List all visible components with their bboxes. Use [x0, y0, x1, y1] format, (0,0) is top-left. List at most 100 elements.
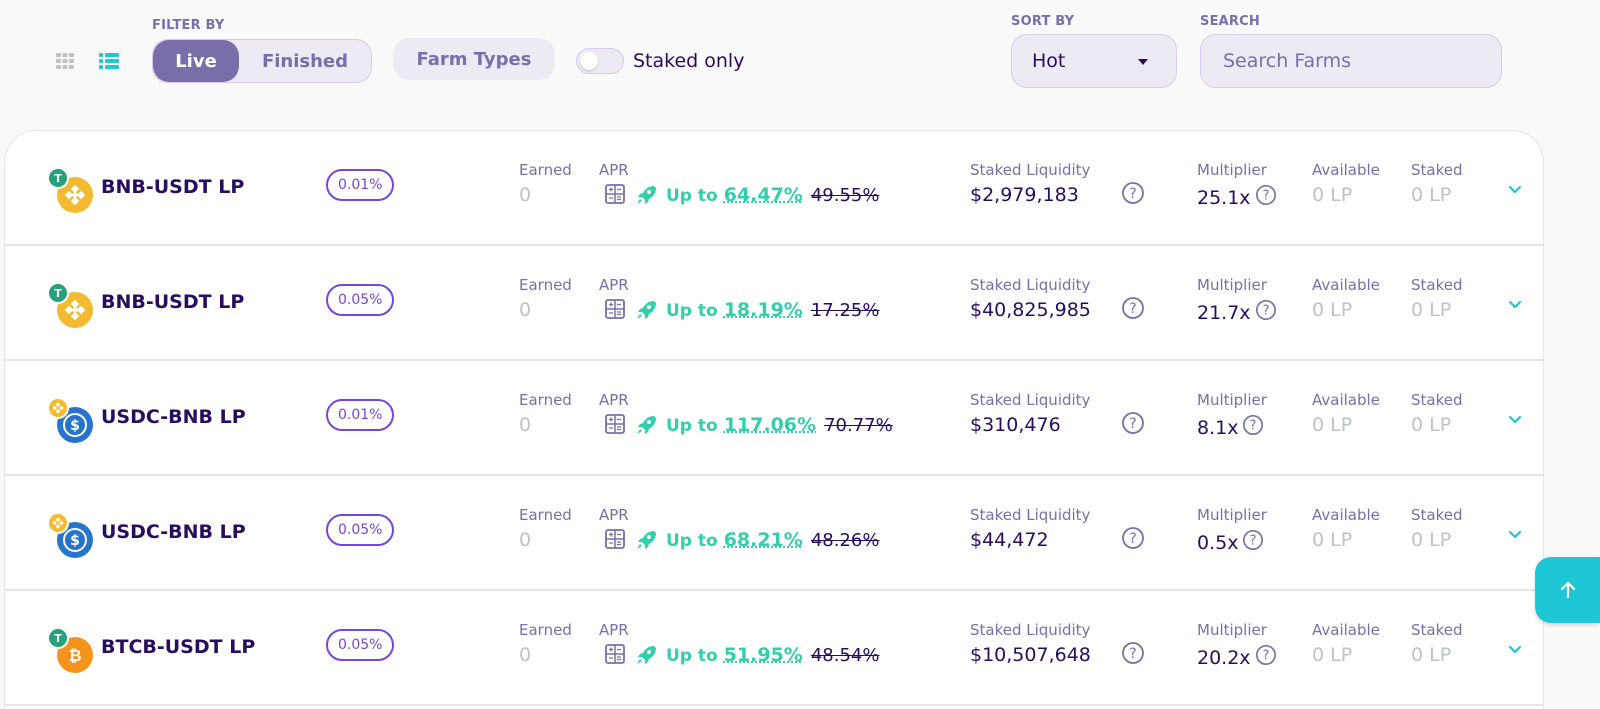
help-icon[interactable]: ? — [1121, 411, 1145, 435]
filter-by-label: FILTER BY — [152, 18, 225, 33]
view-mode-toggle — [54, 52, 120, 70]
apr-boosted-value[interactable]: 18.19% — [724, 299, 803, 321]
scroll-to-top-button[interactable] — [1535, 557, 1600, 623]
svg-text:?: ? — [1129, 186, 1136, 202]
caret-down-icon — [1138, 59, 1148, 65]
table-row[interactable]: $ USDC-BNB LP 0.05% Earned 0 APR Up to 6… — [5, 476, 1544, 591]
grid-view-icon[interactable] — [54, 52, 76, 70]
help-icon[interactable]: ? — [1255, 299, 1277, 326]
fee-tier-badge: 0.05% — [326, 514, 394, 546]
usdt-icon: T — [47, 282, 69, 304]
calculator-icon[interactable] — [605, 184, 625, 204]
search-label: SEARCH — [1200, 14, 1260, 29]
multiplier-label: Multiplier — [1197, 391, 1267, 409]
liquidity-value: $10,507,648 — [970, 644, 1091, 666]
help-icon[interactable]: ? — [1121, 641, 1145, 665]
apr-values: Up to 51.95% 48.54% — [666, 644, 879, 666]
sort-select[interactable]: Hot — [1011, 34, 1177, 88]
apr-boosted-value[interactable]: 64.47% — [724, 184, 803, 206]
multiplier-value-wrap: 8.1x ? — [1197, 414, 1264, 441]
list-view-icon[interactable] — [98, 52, 120, 70]
help-icon[interactable]: ? — [1242, 529, 1264, 556]
available-label: Available — [1312, 391, 1380, 409]
farm-types-button[interactable]: Farm Types — [393, 38, 555, 80]
chevron-down-icon[interactable] — [1505, 179, 1525, 199]
help-icon[interactable]: ? — [1255, 184, 1277, 211]
staked-value: 0 LP — [1411, 299, 1451, 321]
liquidity-label: Staked Liquidity — [970, 276, 1090, 294]
apr-values: Up to 64.47% 49.55% — [666, 184, 879, 206]
fee-tier-badge: 0.05% — [326, 629, 394, 661]
rocket-boost-icon — [634, 643, 658, 667]
chevron-down-icon[interactable] — [1505, 409, 1525, 429]
calculator-icon[interactable] — [605, 529, 625, 549]
available-value: 0 LP — [1312, 184, 1352, 206]
calculator-icon[interactable] — [605, 299, 625, 319]
liquidity-label: Staked Liquidity — [970, 161, 1090, 179]
staked-value: 0 LP — [1411, 529, 1451, 551]
table-row[interactable]: T BNB-USDT LP 0.01% Earned 0 APR Up to 6… — [5, 131, 1544, 246]
chevron-down-icon[interactable] — [1505, 294, 1525, 314]
usdt-icon: T — [47, 627, 69, 649]
search-input[interactable] — [1200, 34, 1502, 88]
apr-label: APR — [599, 506, 629, 524]
svg-text:?: ? — [1250, 419, 1257, 434]
token-pair-logo: T — [47, 167, 93, 213]
multiplier-value-wrap: 21.7x ? — [1197, 299, 1277, 326]
svg-text:?: ? — [1129, 416, 1136, 432]
apr-boosted-value[interactable]: 68.21% — [724, 529, 803, 551]
multiplier-value-wrap: 20.2x ? — [1197, 644, 1277, 671]
available-value: 0 LP — [1312, 299, 1352, 321]
multiplier-label: Multiplier — [1197, 621, 1267, 639]
apr-values: Up to 68.21% 48.26% — [666, 529, 879, 551]
svg-text:?: ? — [1129, 646, 1136, 662]
liquidity-label: Staked Liquidity — [970, 506, 1090, 524]
liquidity-value: $310,476 — [970, 414, 1061, 436]
calculator-icon[interactable] — [605, 644, 625, 664]
calculator-icon[interactable] — [605, 414, 625, 434]
farms-table: T BNB-USDT LP 0.01% Earned 0 APR Up to 6… — [4, 130, 1544, 709]
earned-label: Earned — [519, 621, 572, 639]
help-icon[interactable]: ? — [1242, 414, 1264, 441]
sort-selected-value: Hot — [1032, 50, 1065, 72]
apr-up-to-label: Up to — [666, 531, 718, 551]
tab-finished[interactable]: Finished — [239, 40, 371, 82]
pair-name: USDC-BNB LP — [101, 521, 246, 543]
token-pair-logo: ₿ T — [47, 627, 93, 673]
bnb-icon — [47, 397, 69, 419]
multiplier-value: 20.2x — [1197, 647, 1251, 669]
rocket-boost-icon — [634, 298, 658, 322]
svg-text:$: $ — [70, 533, 80, 549]
fee-tier-badge: 0.01% — [326, 399, 394, 431]
tab-live[interactable]: Live — [153, 40, 239, 82]
help-icon[interactable]: ? — [1121, 181, 1145, 205]
chevron-down-icon[interactable] — [1505, 639, 1525, 659]
table-row[interactable]: $ USDC-BNB LP 0.01% Earned 0 APR Up to 1… — [5, 361, 1544, 476]
pair-name: BNB-USDT LP — [101, 291, 244, 313]
apr-label: APR — [599, 276, 629, 294]
table-row[interactable]: ₿ T BTCB-USDT LP 0.05% Earned 0 APR Up t… — [5, 591, 1544, 706]
available-label: Available — [1312, 161, 1380, 179]
staked-label: Staked — [1411, 391, 1463, 409]
svg-text:$: $ — [70, 418, 80, 434]
available-label: Available — [1312, 506, 1380, 524]
earned-label: Earned — [519, 506, 572, 524]
multiplier-label: Multiplier — [1197, 276, 1267, 294]
staked-only-toggle[interactable] — [576, 48, 624, 74]
apr-base-value: 49.55% — [811, 185, 880, 206]
chevron-down-icon[interactable] — [1505, 524, 1525, 544]
table-row[interactable]: T BNB-USDT LP 0.05% Earned 0 APR Up to 1… — [5, 246, 1544, 361]
help-icon[interactable]: ? — [1121, 296, 1145, 320]
apr-base-value: 48.26% — [811, 530, 880, 551]
apr-values: Up to 18.19% 17.25% — [666, 299, 879, 321]
svg-text:?: ? — [1250, 534, 1257, 549]
apr-boosted-value[interactable]: 117.06% — [724, 414, 816, 436]
help-icon[interactable]: ? — [1255, 644, 1277, 671]
staked-label: Staked — [1411, 506, 1463, 524]
help-icon[interactable]: ? — [1121, 526, 1145, 550]
apr-boosted-value[interactable]: 51.95% — [724, 644, 803, 666]
apr-up-to-label: Up to — [666, 646, 718, 666]
svg-text:?: ? — [1129, 301, 1136, 317]
arrow-up-icon — [1557, 579, 1579, 601]
earned-label: Earned — [519, 276, 572, 294]
